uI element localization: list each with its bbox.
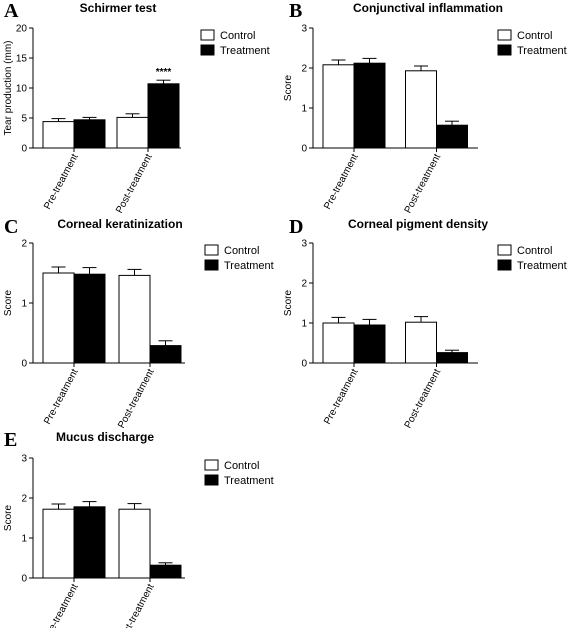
- x-tick-label: Post-treatment: [114, 152, 155, 215]
- panel-letter: C: [4, 216, 18, 238]
- y-tick-label: 2: [21, 239, 27, 250]
- bar-control: [322, 322, 355, 364]
- legend-label-control: Control: [517, 30, 552, 42]
- legend-swatch-treatment: [204, 259, 219, 271]
- y-tick-label: 5: [21, 114, 27, 125]
- y-tick-label: 2: [301, 279, 307, 290]
- y-tick-label: 20: [16, 24, 28, 35]
- x-tick-label: Pre-treatment: [42, 582, 81, 628]
- chart-panel-e: E Mucus discharge 0 1 2 3 Score Pre-treatment Po…: [3, 429, 274, 628]
- bar-control: [42, 121, 75, 149]
- bar-treatment: [436, 352, 468, 364]
- y-tick-label: 1: [301, 319, 307, 330]
- panel-letter: E: [4, 429, 17, 451]
- legend-label-control: Control: [517, 245, 552, 257]
- legend-swatch-treatment: [497, 44, 512, 56]
- bar-treatment: [73, 119, 106, 149]
- legend-swatch-treatment: [200, 44, 215, 56]
- legend-label-control: Control: [224, 245, 259, 257]
- bar-control: [42, 508, 75, 579]
- x-tick-label: Pre-treatment: [42, 152, 81, 211]
- y-axis-label: Score: [283, 75, 294, 102]
- panel-letter: A: [4, 0, 19, 22]
- chart-panel-b: B Conjunctival inflammation 0 1 2 3 Score Pre-t…: [283, 0, 567, 215]
- legend-swatch-control: [497, 244, 512, 256]
- x-tick-label: Pre-treatment: [322, 152, 361, 211]
- y-axis-label: Score: [3, 505, 14, 532]
- y-tick-label: 0: [21, 574, 27, 585]
- bar-treatment: [73, 273, 106, 364]
- panel-letter: B: [289, 0, 302, 22]
- legend-swatch-control: [204, 459, 219, 471]
- y-tick-label: 1: [21, 534, 27, 545]
- bar-treatment: [147, 83, 180, 149]
- x-tick-label: Pre-treatment: [322, 367, 361, 426]
- y-axis-label: Score: [3, 290, 14, 317]
- y-tick-label: 1: [301, 104, 307, 115]
- bar-control: [322, 64, 355, 149]
- legend-label-control: Control: [220, 30, 255, 42]
- y-tick-label: 3: [301, 239, 307, 250]
- chart-title: Corneal keratinization: [57, 217, 182, 231]
- y-tick-label: 10: [16, 84, 28, 95]
- y-tick-label: 0: [21, 144, 27, 155]
- panel-letter: D: [289, 216, 303, 238]
- bar-treatment: [353, 62, 386, 149]
- chart-title: Mucus discharge: [56, 430, 154, 444]
- legend-label-treatment: Treatment: [224, 260, 274, 272]
- y-tick-label: 2: [301, 64, 307, 75]
- bar-control: [405, 70, 437, 149]
- y-axis-label: Tear production (mm): [3, 40, 14, 135]
- x-tick-label: Post-treatment: [116, 582, 157, 628]
- y-tick-label: 15: [16, 54, 28, 65]
- legend-label-control: Control: [224, 460, 259, 472]
- y-tick-label: 0: [301, 359, 307, 370]
- bar-control: [118, 274, 151, 364]
- y-tick-label: 2: [21, 494, 27, 505]
- chart-panel-c: C Corneal keratinization 0 1 2 Score Pre-treat…: [3, 216, 274, 430]
- bar-control: [118, 508, 151, 579]
- bar-treatment: [149, 564, 182, 579]
- bar-control: [116, 116, 149, 149]
- bar-treatment: [353, 324, 386, 364]
- legend-label-treatment: Treatment: [224, 475, 274, 487]
- x-tick-label: Pre-treatment: [42, 367, 81, 426]
- legend-label-treatment: Treatment: [517, 45, 567, 57]
- x-tick-label: Post-treatment: [403, 367, 444, 430]
- x-tick-label: Post-treatment: [403, 152, 444, 215]
- chart-title: Conjunctival inflammation: [353, 1, 503, 15]
- y-tick-label: 0: [301, 144, 307, 155]
- bar-treatment: [73, 506, 106, 579]
- bar-control: [42, 272, 75, 364]
- legend-swatch-control: [497, 29, 512, 41]
- y-tick-label: 0: [21, 359, 27, 370]
- significance-label: ****: [156, 67, 172, 78]
- chart-panel-d: D Corneal pigment density 0 1 2 3 Score Pre-tre…: [283, 216, 567, 430]
- y-tick-label: 3: [21, 454, 27, 465]
- bar-control: [405, 321, 437, 364]
- bar-treatment: [436, 124, 468, 149]
- bar-treatment: [149, 345, 182, 364]
- x-tick-label: Post-treatment: [116, 367, 157, 430]
- y-tick-label: 3: [301, 24, 307, 35]
- chart-title: Corneal pigment density: [348, 217, 488, 231]
- legend-swatch-control: [200, 29, 215, 41]
- legend-swatch-control: [204, 244, 219, 256]
- legend-swatch-treatment: [497, 259, 512, 271]
- legend-label-treatment: Treatment: [220, 45, 270, 57]
- y-tick-label: 1: [21, 299, 27, 310]
- legend-swatch-treatment: [204, 474, 219, 486]
- chart-title: Schirmer test: [80, 1, 157, 15]
- y-axis-label: Score: [283, 290, 294, 317]
- legend-label-treatment: Treatment: [517, 260, 567, 272]
